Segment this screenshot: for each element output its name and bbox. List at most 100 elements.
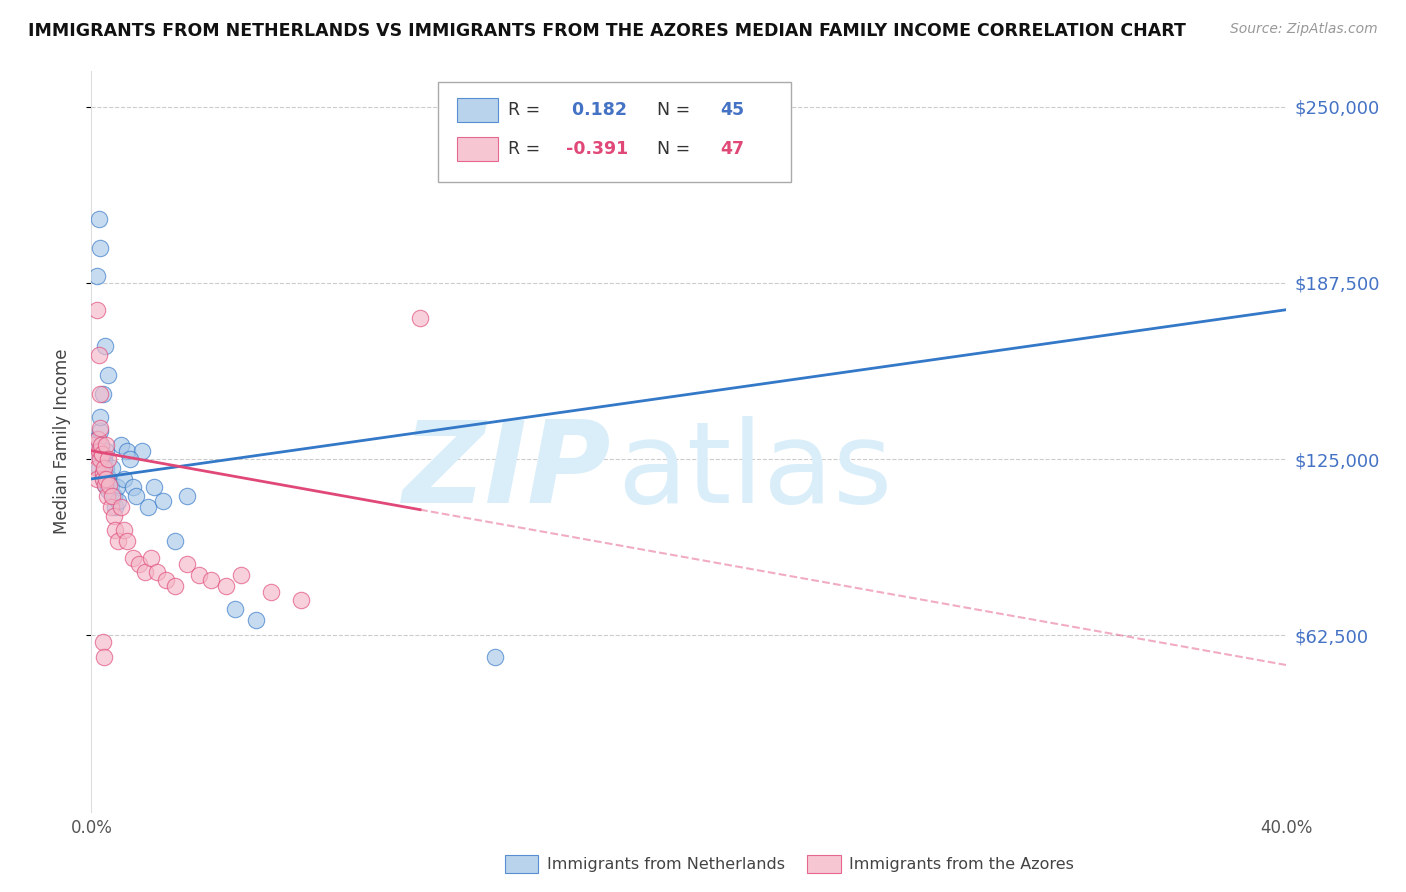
Point <box>101 460 124 475</box>
Point <box>93 649 115 664</box>
Point <box>90 438 112 452</box>
Point <box>120 452 142 467</box>
Point <box>84 450 107 464</box>
Point <box>86 472 108 486</box>
Point <box>94 339 117 353</box>
Point <box>229 567 252 582</box>
Point <box>141 550 162 565</box>
Text: atlas: atlas <box>617 416 893 526</box>
Point <box>163 533 186 548</box>
Point <box>104 500 127 515</box>
Point <box>89 452 111 467</box>
Point <box>152 494 174 508</box>
Text: N =: N = <box>645 140 696 158</box>
Point <box>97 452 120 467</box>
Point <box>100 477 122 491</box>
Point <box>83 438 105 452</box>
Point <box>163 579 186 593</box>
Point <box>100 500 122 515</box>
FancyBboxPatch shape <box>457 98 498 121</box>
Point <box>96 469 118 483</box>
Point <box>155 574 177 588</box>
Text: 47: 47 <box>720 140 744 158</box>
Point <box>245 613 267 627</box>
Point <box>103 489 125 503</box>
Point <box>90 450 112 464</box>
Point <box>104 523 127 537</box>
Point <box>87 433 110 447</box>
Point <box>89 421 111 435</box>
Point <box>131 443 153 458</box>
Point <box>94 438 117 452</box>
Point <box>94 477 117 491</box>
Point <box>93 452 115 467</box>
Point <box>110 438 132 452</box>
Point <box>96 472 118 486</box>
Point <box>125 489 148 503</box>
Point <box>290 593 312 607</box>
Text: 0.182: 0.182 <box>565 101 627 119</box>
Point <box>176 489 198 503</box>
Point <box>136 500 159 515</box>
Point <box>91 387 114 401</box>
Text: -0.391: -0.391 <box>565 140 628 158</box>
FancyBboxPatch shape <box>437 82 790 183</box>
Text: 45: 45 <box>720 101 744 119</box>
Text: N =: N = <box>645 101 696 119</box>
Point <box>96 460 118 475</box>
Point <box>87 348 110 362</box>
Point <box>87 212 110 227</box>
Point <box>93 472 115 486</box>
Point <box>107 533 129 548</box>
Point <box>98 472 121 486</box>
Text: Source: ZipAtlas.com: Source: ZipAtlas.com <box>1230 22 1378 37</box>
Point <box>143 480 166 494</box>
Point <box>86 268 108 283</box>
Point <box>259 584 281 599</box>
Point <box>188 567 211 582</box>
Text: Immigrants from the Azores: Immigrants from the Azores <box>849 857 1074 871</box>
Point <box>122 550 145 565</box>
Point <box>176 557 198 571</box>
Point <box>224 601 246 615</box>
Point <box>215 579 238 593</box>
Y-axis label: Median Family Income: Median Family Income <box>52 349 70 534</box>
Point <box>84 443 107 458</box>
Point <box>94 477 117 491</box>
Point <box>98 477 121 491</box>
Point <box>122 480 145 494</box>
Point <box>90 446 112 460</box>
Point <box>86 302 108 317</box>
Point <box>96 489 118 503</box>
Point <box>409 311 432 326</box>
Text: IMMIGRANTS FROM NETHERLANDS VS IMMIGRANTS FROM THE AZORES MEDIAN FAMILY INCOME C: IMMIGRANTS FROM NETHERLANDS VS IMMIGRANT… <box>28 22 1187 40</box>
Point <box>115 443 138 458</box>
Point <box>91 635 114 649</box>
Point <box>128 557 150 571</box>
Point <box>97 368 120 382</box>
Point <box>97 483 120 498</box>
Point <box>87 443 110 458</box>
Point <box>200 574 222 588</box>
Point <box>103 508 125 523</box>
Point <box>484 649 506 664</box>
Point <box>134 565 156 579</box>
Text: Immigrants from Netherlands: Immigrants from Netherlands <box>547 857 785 871</box>
Point <box>90 438 112 452</box>
Text: R =: R = <box>509 101 546 119</box>
Point <box>87 446 110 460</box>
Point <box>93 472 115 486</box>
Point <box>89 241 111 255</box>
Point <box>86 460 108 475</box>
Point <box>105 480 128 494</box>
Text: ZIP: ZIP <box>402 416 612 526</box>
Point <box>89 409 111 424</box>
Point <box>110 500 132 515</box>
Point <box>115 533 138 548</box>
Point <box>574 133 596 147</box>
Point <box>89 424 111 438</box>
Point <box>107 494 129 508</box>
Point <box>112 523 135 537</box>
Point <box>87 460 110 475</box>
Point <box>86 433 108 447</box>
